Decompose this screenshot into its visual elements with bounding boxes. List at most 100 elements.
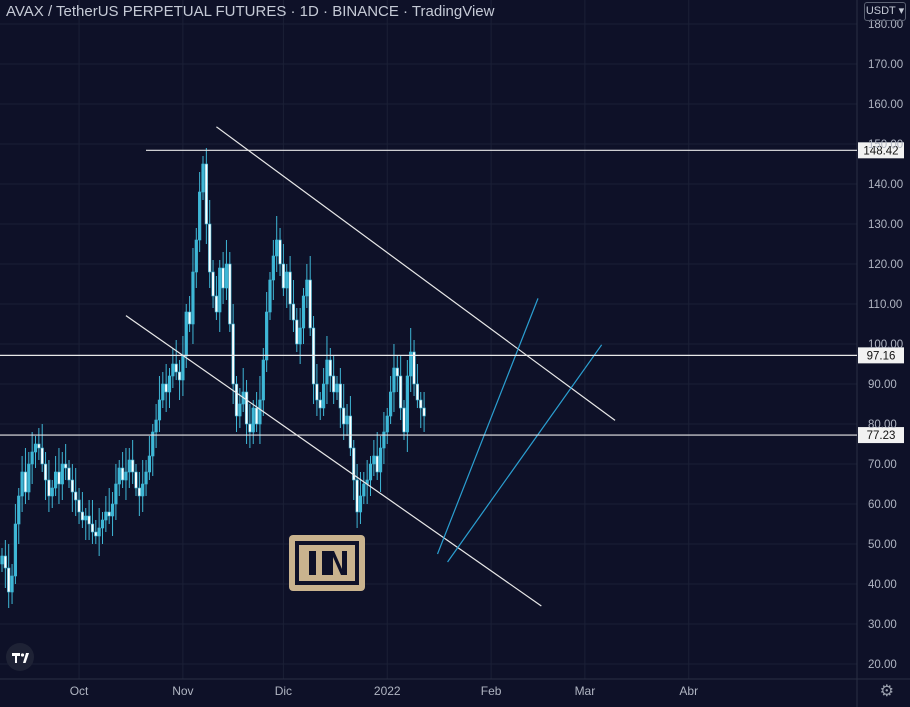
horizontal-levels: 148.42 97.16 77.23 <box>0 142 904 444</box>
candle-body <box>375 455 379 473</box>
candle-body <box>124 471 128 481</box>
candlestick-series <box>0 148 426 608</box>
x-tick-label: 2022 <box>374 684 401 698</box>
x-tick-label: Nov <box>172 684 193 698</box>
candle-body <box>399 375 403 409</box>
candle-body <box>20 471 24 497</box>
level-price-tag <box>858 142 904 159</box>
candle-body <box>412 351 416 385</box>
candle-body <box>134 471 138 489</box>
candle-body <box>107 511 111 517</box>
candle-body <box>127 459 131 473</box>
y-tick-label: 180.00 <box>868 19 903 31</box>
currency-selector[interactable]: USDT ▾ <box>864 2 906 21</box>
candle-body <box>291 303 296 321</box>
candle-body <box>151 431 155 457</box>
candle-body <box>228 263 232 325</box>
candle-body <box>47 479 51 497</box>
candle-body <box>321 383 326 409</box>
chart-title: AVAX / TetherUS PERPETUAL FUTURES · 1D ·… <box>6 3 495 20</box>
candle-body <box>402 407 406 433</box>
candle-body <box>415 383 420 401</box>
candle-body <box>281 263 286 289</box>
candle-body <box>33 443 38 453</box>
candle-body <box>244 391 249 425</box>
y-tick-label: 160.00 <box>868 99 903 111</box>
trendline <box>125 315 542 607</box>
x-tick-label: Abr <box>679 684 698 698</box>
candle-body <box>378 447 383 473</box>
y-tick-label: 110.00 <box>868 299 902 311</box>
candle-body <box>251 407 255 433</box>
candle-body <box>305 279 309 297</box>
candle-body <box>114 483 118 505</box>
candle-body <box>268 279 272 313</box>
tradingview-logo[interactable] <box>6 643 34 671</box>
x-tick-label: Dic <box>275 684 292 698</box>
y-tick-label: 80.00 <box>868 419 897 431</box>
candle-body <box>157 399 162 421</box>
x-tick-label: Oct <box>70 684 89 698</box>
candle-body <box>161 383 165 401</box>
trendlines <box>125 126 616 607</box>
candle-body <box>275 239 279 257</box>
y-tick-label: 20.00 <box>868 659 897 671</box>
candle-body <box>368 463 373 481</box>
candle-body <box>231 323 235 385</box>
candle-body <box>37 443 41 449</box>
candle-body <box>50 487 54 497</box>
candle-body <box>238 403 242 417</box>
candle-body <box>405 375 409 433</box>
candle-body <box>328 359 332 377</box>
candle-body <box>0 555 4 565</box>
candle-body <box>224 263 229 289</box>
candle-body <box>194 239 198 273</box>
candle-body <box>211 271 215 297</box>
chevron-down-icon: ▾ <box>895 5 905 17</box>
candle-body <box>332 375 336 393</box>
candle-body <box>167 375 172 393</box>
y-tick-label: 90.00 <box>868 379 897 391</box>
candle-body <box>10 575 14 593</box>
candle-body <box>121 467 125 481</box>
candle-body <box>265 311 269 361</box>
candle-body <box>60 463 64 485</box>
candle-body <box>97 527 101 537</box>
candle-body <box>137 487 141 497</box>
candle-body <box>395 367 399 377</box>
y-tick-label: 30.00 <box>868 619 897 631</box>
candle-body <box>218 267 222 313</box>
candle-body <box>171 363 175 377</box>
gear-icon[interactable]: ⚙ <box>879 683 894 700</box>
candle-body <box>94 531 98 537</box>
candle-body <box>70 479 74 493</box>
candle-body <box>248 423 252 433</box>
candle-body <box>358 495 363 513</box>
candle-body <box>388 391 393 417</box>
candle-body <box>87 515 91 525</box>
candle-body <box>40 447 44 465</box>
candle-body <box>164 383 168 393</box>
candle-body <box>355 479 359 513</box>
candle-body <box>174 363 178 373</box>
y-tick-label: 50.00 <box>868 539 897 551</box>
channel-line <box>436 298 539 555</box>
candle-body <box>301 295 306 329</box>
candle-body <box>84 515 88 521</box>
candle-body <box>288 271 292 305</box>
beincrypto-logo <box>289 535 365 591</box>
level-price-label: 77.23 <box>867 430 896 442</box>
candle-body <box>147 455 152 473</box>
candle-body <box>191 271 195 325</box>
candle-body <box>318 399 322 409</box>
candle-body <box>67 467 71 481</box>
trendline <box>216 126 616 421</box>
candle-body <box>382 431 386 449</box>
candle-body <box>295 319 299 345</box>
candle-body <box>261 359 265 401</box>
candle-body <box>308 279 312 329</box>
candle-body <box>64 463 68 469</box>
candle-body <box>221 267 225 289</box>
